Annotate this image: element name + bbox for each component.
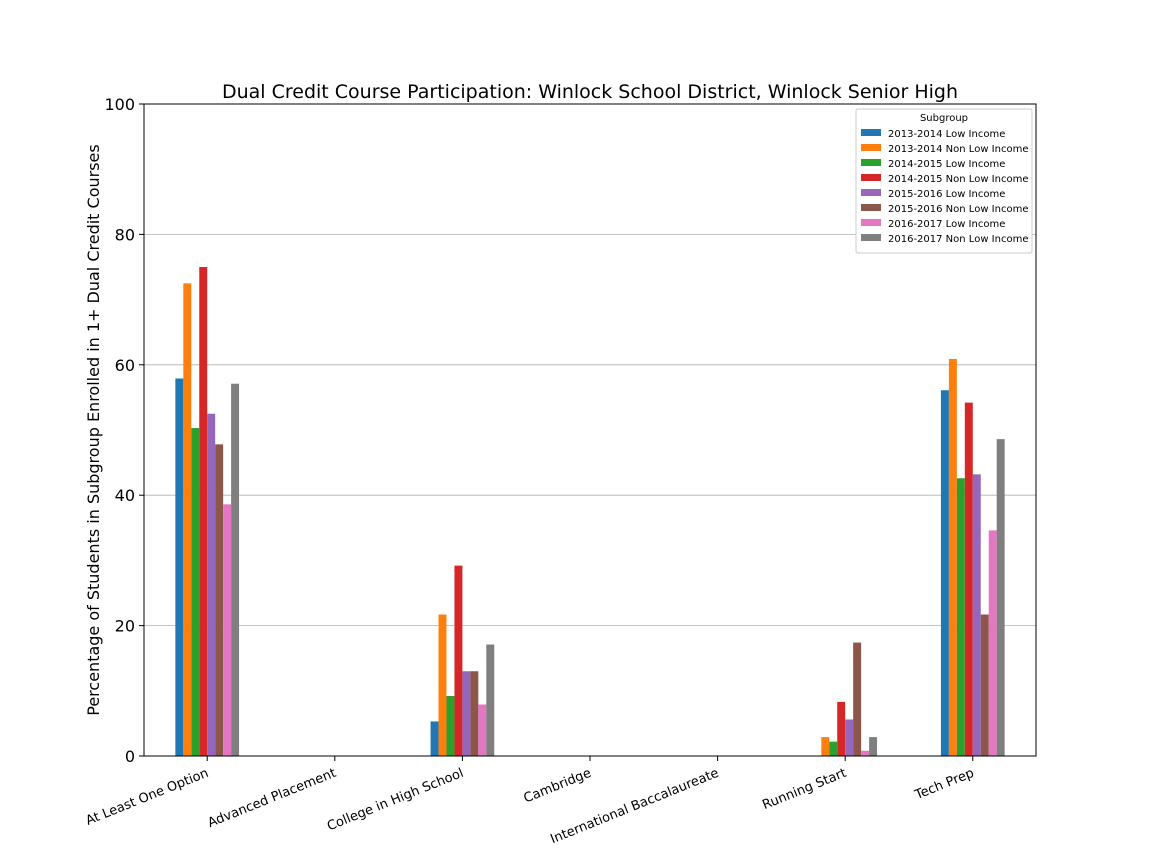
bar xyxy=(964,402,973,756)
bar xyxy=(980,614,989,756)
bar xyxy=(861,750,870,756)
x-tick-label: College in High School xyxy=(325,766,466,835)
bar xyxy=(948,358,957,756)
bar xyxy=(996,439,1005,756)
bar xyxy=(215,444,224,756)
legend-swatch xyxy=(861,189,881,196)
bar xyxy=(478,704,487,756)
legend-entry: 2013-2014 Low Income xyxy=(888,129,1005,140)
bar xyxy=(199,267,208,756)
x-tick-label: At Least One Option xyxy=(84,766,211,829)
legend-swatch xyxy=(861,159,881,166)
legend-entry: 2016-2017 Low Income xyxy=(888,219,1005,230)
y-tick-label: 40 xyxy=(115,486,135,505)
bars xyxy=(175,267,1005,756)
y-tick-label: 60 xyxy=(115,356,135,375)
bar xyxy=(853,642,862,756)
bar xyxy=(956,478,965,756)
legend-swatch xyxy=(861,219,881,226)
bar xyxy=(430,721,439,756)
legend-entry: 2013-2014 Non Low Income xyxy=(888,144,1028,155)
x-tick-label: Tech Prep xyxy=(912,766,976,804)
legend-entry: 2014-2015 Low Income xyxy=(888,159,1005,170)
legend-swatch xyxy=(861,129,881,136)
legend-swatch xyxy=(861,174,881,181)
bar xyxy=(231,383,240,756)
legend-swatch xyxy=(861,234,881,241)
y-tick-label: 80 xyxy=(115,225,135,244)
legend-entry: 2015-2016 Non Low Income xyxy=(888,204,1028,215)
bar xyxy=(223,504,232,756)
x-tick-label: Cambridge xyxy=(522,766,594,807)
bar xyxy=(438,614,447,756)
bar xyxy=(821,737,830,756)
bar xyxy=(972,474,981,756)
y-tick-label: 0 xyxy=(125,747,135,766)
legend-entry: 2016-2017 Non Low Income xyxy=(888,234,1028,245)
bar xyxy=(446,696,455,756)
legend: Subgroup 2013-2014 Low Income 2013-2014 No… xyxy=(855,108,1033,254)
bar xyxy=(191,428,200,756)
bar xyxy=(940,390,949,756)
legend-title: Subgroup xyxy=(920,113,968,124)
chart-title: Dual Credit Course Participation: Winloc… xyxy=(222,81,958,103)
y-tick-label: 20 xyxy=(115,617,135,636)
legend-entry: 2015-2016 Low Income xyxy=(888,189,1005,200)
grid-lines xyxy=(144,233,1036,626)
bar xyxy=(869,737,878,756)
legend-swatch xyxy=(861,144,881,151)
bar xyxy=(454,565,463,756)
bar xyxy=(175,378,184,756)
bar xyxy=(462,671,471,756)
legend-entry: 2014-2015 Non Low Income xyxy=(888,174,1028,185)
bar xyxy=(183,283,192,756)
bar xyxy=(829,741,838,756)
bar xyxy=(845,719,854,756)
bar xyxy=(837,701,846,756)
bar xyxy=(207,413,216,756)
bar xyxy=(486,644,495,756)
bar xyxy=(988,530,997,756)
bar xyxy=(470,671,479,756)
y-tick-label: 100 xyxy=(104,95,135,114)
x-tick-label: Advanced Placement xyxy=(206,766,339,831)
legend-swatch xyxy=(861,204,881,211)
x-tick-label: Running Start xyxy=(760,766,848,813)
y-axis: 0 20 40 60 80 100 xyxy=(104,95,144,766)
legend-box xyxy=(855,108,1033,254)
y-axis-label: Percentage of Students in Subgroup Enrol… xyxy=(84,144,103,715)
